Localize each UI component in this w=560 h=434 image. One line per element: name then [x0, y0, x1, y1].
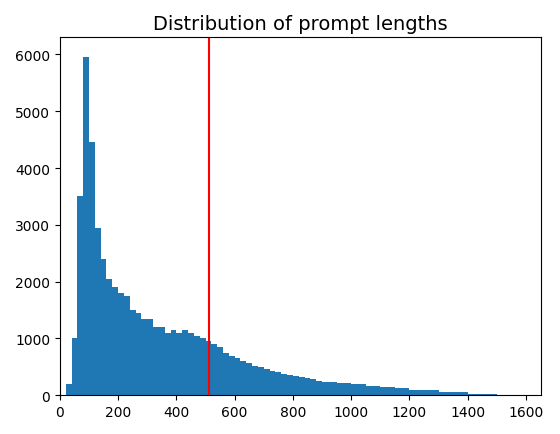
Bar [142, 319, 147, 395]
Bar [130, 310, 136, 395]
Bar [153, 327, 159, 395]
Bar [200, 339, 206, 395]
Bar [95, 228, 101, 395]
Bar [159, 327, 165, 395]
Bar [240, 362, 246, 395]
Bar [113, 288, 118, 395]
Bar [322, 382, 337, 395]
Bar [269, 371, 276, 395]
Bar [147, 319, 153, 395]
Bar [298, 377, 305, 395]
Bar [337, 383, 351, 395]
Title: Distribution of prompt lengths: Distribution of prompt lengths [153, 15, 447, 34]
Bar [89, 143, 95, 395]
Bar [176, 333, 182, 395]
Bar [264, 369, 269, 395]
Bar [66, 384, 72, 395]
Bar [165, 333, 171, 395]
Bar [395, 388, 409, 395]
Bar [182, 330, 188, 395]
Bar [252, 366, 258, 395]
Bar [316, 381, 322, 395]
Bar [124, 296, 130, 395]
Bar [246, 364, 252, 395]
Bar [287, 375, 293, 395]
Bar [118, 293, 124, 395]
Bar [235, 358, 240, 395]
Bar [438, 392, 468, 395]
Bar [136, 313, 142, 395]
Bar [194, 336, 200, 395]
Bar [83, 58, 89, 395]
Bar [211, 344, 217, 395]
Bar [351, 385, 366, 395]
Bar [206, 342, 211, 395]
Bar [380, 387, 395, 395]
Bar [188, 333, 194, 395]
Bar [72, 339, 77, 395]
Bar [409, 390, 438, 395]
Bar [293, 376, 298, 395]
Bar [310, 379, 316, 395]
Bar [366, 386, 380, 395]
Bar [229, 356, 235, 395]
Bar [276, 372, 281, 395]
Bar [305, 378, 310, 395]
Bar [281, 374, 287, 395]
Bar [106, 279, 113, 395]
Bar [171, 330, 176, 395]
Bar [77, 197, 83, 395]
Bar [217, 347, 223, 395]
Bar [223, 353, 229, 395]
Bar [101, 260, 106, 395]
Bar [468, 394, 497, 395]
Bar [258, 368, 264, 395]
